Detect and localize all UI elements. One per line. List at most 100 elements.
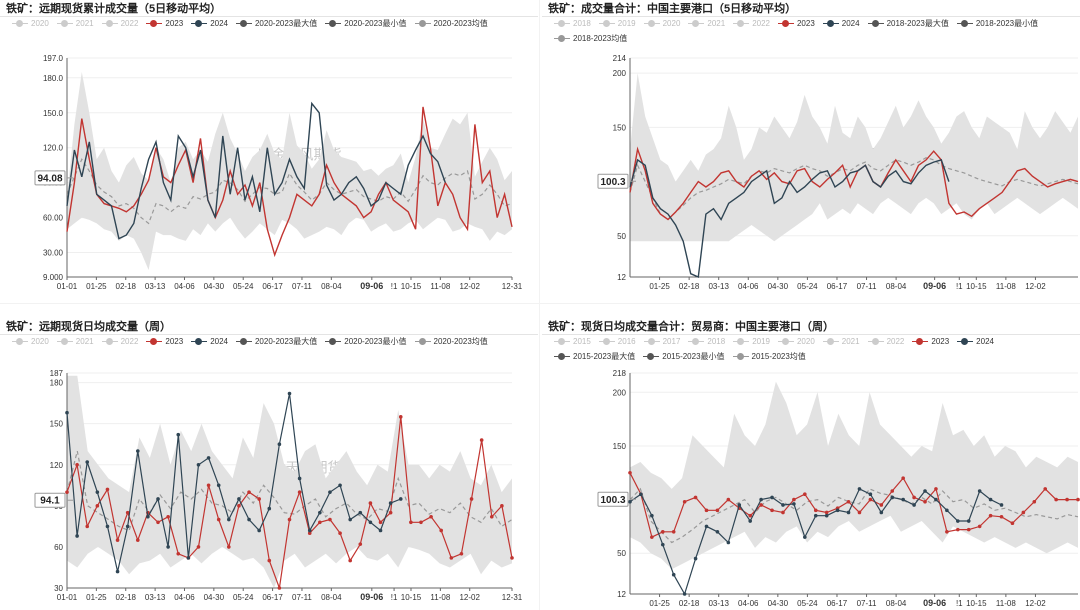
x-tick-label: 10-15 bbox=[966, 282, 987, 291]
legend-item[interactable]: 2023 bbox=[146, 16, 183, 31]
legend-label: 2020-2023均值 bbox=[433, 19, 488, 28]
legend-item[interactable]: 2024 bbox=[191, 16, 228, 31]
y-tick-label: 150.0 bbox=[43, 109, 64, 118]
x-tick-label: 01-01 bbox=[57, 593, 78, 602]
legend-item[interactable]: 2019 bbox=[733, 334, 770, 349]
x-tick-label: 11-08 bbox=[996, 282, 1016, 291]
legend-item[interactable]: 2023 bbox=[777, 16, 815, 31]
data-point bbox=[966, 519, 971, 523]
data-point bbox=[307, 531, 312, 536]
legend-label: 2023 bbox=[796, 19, 815, 28]
current-value-box bbox=[34, 492, 66, 508]
legend-label: 2020 bbox=[31, 337, 49, 346]
legend-item[interactable]: 2015-2023均值 bbox=[732, 349, 806, 364]
data-point bbox=[660, 542, 665, 547]
legend-item[interactable]: 2020 bbox=[12, 334, 49, 349]
legend-marker-icon bbox=[688, 338, 705, 346]
x-tick-label: 07-11 bbox=[292, 593, 312, 602]
data-point bbox=[216, 517, 221, 522]
legend-item[interactable]: 2023 bbox=[912, 334, 949, 349]
x-tick-label: 04-06 bbox=[738, 282, 759, 291]
legend-item[interactable]: 2020-2023均值 bbox=[414, 334, 488, 349]
legend-item[interactable]: 2015-2023最小值 bbox=[643, 349, 725, 364]
vertical-divider bbox=[539, 0, 540, 610]
current-value-box bbox=[597, 491, 629, 507]
data-point bbox=[956, 519, 960, 523]
legend-item[interactable]: 2024 bbox=[191, 334, 228, 349]
legend-label: 2019 bbox=[752, 337, 770, 346]
legend-marker-icon bbox=[867, 20, 884, 28]
legend-item[interactable]: 2024 bbox=[957, 334, 994, 349]
legend-item[interactable]: 2015 bbox=[554, 334, 591, 349]
legend-marker-icon bbox=[598, 338, 615, 346]
legend-item[interactable]: 2020-2023最大值 bbox=[235, 16, 317, 31]
legend-item[interactable]: 2023 bbox=[146, 334, 183, 349]
legend-item[interactable]: 2018-2023最小值 bbox=[956, 16, 1038, 31]
data-point bbox=[879, 510, 884, 515]
legend-item[interactable]: 2022 bbox=[101, 334, 138, 349]
data-point bbox=[307, 528, 312, 533]
x-tick-label: 05-24 bbox=[233, 593, 254, 602]
data-point bbox=[737, 503, 742, 507]
y-tick-label: 200 bbox=[613, 69, 627, 78]
legend-item[interactable]: 2020 bbox=[777, 334, 815, 349]
x-tick-label: 11-08 bbox=[430, 593, 450, 602]
data-point bbox=[988, 513, 993, 518]
legend-item[interactable]: 2018-2023均值 bbox=[554, 31, 627, 46]
series-average-line bbox=[629, 487, 1079, 544]
legend-item[interactable]: 2019 bbox=[598, 16, 636, 31]
legend-item[interactable]: 2021 bbox=[56, 334, 94, 349]
legend-item[interactable]: 2022 bbox=[101, 16, 138, 31]
current-value-box bbox=[34, 170, 66, 186]
legend-label: 2018-2023均值 bbox=[573, 34, 628, 43]
data-point bbox=[671, 529, 676, 534]
data-point bbox=[792, 502, 796, 506]
x-tick-label: 04-06 bbox=[738, 599, 759, 608]
data-point bbox=[890, 489, 895, 493]
legend-item[interactable]: 2018 bbox=[554, 16, 591, 31]
legend-item[interactable]: 2017 bbox=[643, 334, 680, 349]
legend-marker-icon bbox=[957, 338, 974, 346]
x-tick-label: 04-30 bbox=[768, 599, 789, 608]
legend-item[interactable]: 2018 bbox=[688, 334, 725, 349]
legend-item[interactable]: 2021 bbox=[822, 334, 860, 349]
legend-label: 2021 bbox=[841, 337, 860, 346]
legend-item[interactable]: 2020 bbox=[12, 16, 49, 31]
data-point bbox=[857, 510, 862, 515]
x-tick-label: !1 bbox=[391, 282, 398, 291]
chart-panel-top-right: 铁矿：成交量合计：中国主要港口（5日移动平均） 2018 2019 2020 2021… bbox=[542, 0, 1080, 300]
legend-item[interactable]: 2020 bbox=[643, 16, 680, 31]
legend-label: 2024 bbox=[841, 19, 860, 28]
legend-item[interactable]: 2016 bbox=[598, 334, 636, 349]
chart-legend: 2018 2019 2020 2021 2022 2023 2024 2018-2023最大值… bbox=[554, 16, 1074, 46]
legend-item[interactable]: 2024 bbox=[822, 16, 860, 31]
x-tick-label: 01-25 bbox=[649, 599, 670, 608]
legend-item[interactable]: 2015-2023最大值 bbox=[554, 349, 635, 364]
legend-item[interactable]: 2020-2023均值 bbox=[414, 16, 488, 31]
legend-item[interactable]: 2022 bbox=[867, 334, 904, 349]
data-point bbox=[759, 497, 763, 502]
x-tick-label: 09-06 bbox=[360, 281, 383, 291]
data-point bbox=[206, 483, 211, 488]
data-point bbox=[146, 514, 150, 519]
legend-item[interactable]: 2022 bbox=[733, 16, 770, 31]
legend-item[interactable]: 2021 bbox=[56, 16, 94, 31]
legend-item[interactable]: 2018-2023最大值 bbox=[867, 16, 949, 31]
legend-marker-icon bbox=[325, 338, 342, 346]
series-2024-line bbox=[66, 393, 402, 572]
legend-marker-icon bbox=[101, 20, 118, 28]
legend-item[interactable]: 2020-2023最小值 bbox=[325, 334, 407, 349]
data-point bbox=[988, 497, 993, 502]
legend-label: 2018 bbox=[707, 337, 726, 346]
legend-item[interactable]: 2020-2023最大值 bbox=[235, 334, 317, 349]
legend-label: 2021 bbox=[75, 337, 94, 346]
data-point bbox=[748, 513, 752, 518]
x-tick-label: 10-15 bbox=[966, 599, 987, 608]
legend-item[interactable]: 2020-2023最小值 bbox=[325, 16, 407, 31]
chart-title: 铁矿：远期现货日均成交量（周） bbox=[6, 321, 171, 333]
y-tick-label: 30 bbox=[54, 584, 63, 593]
data-point bbox=[956, 527, 960, 532]
legend-item[interactable]: 2021 bbox=[688, 16, 725, 31]
data-point bbox=[835, 508, 840, 513]
data-point bbox=[726, 497, 731, 502]
